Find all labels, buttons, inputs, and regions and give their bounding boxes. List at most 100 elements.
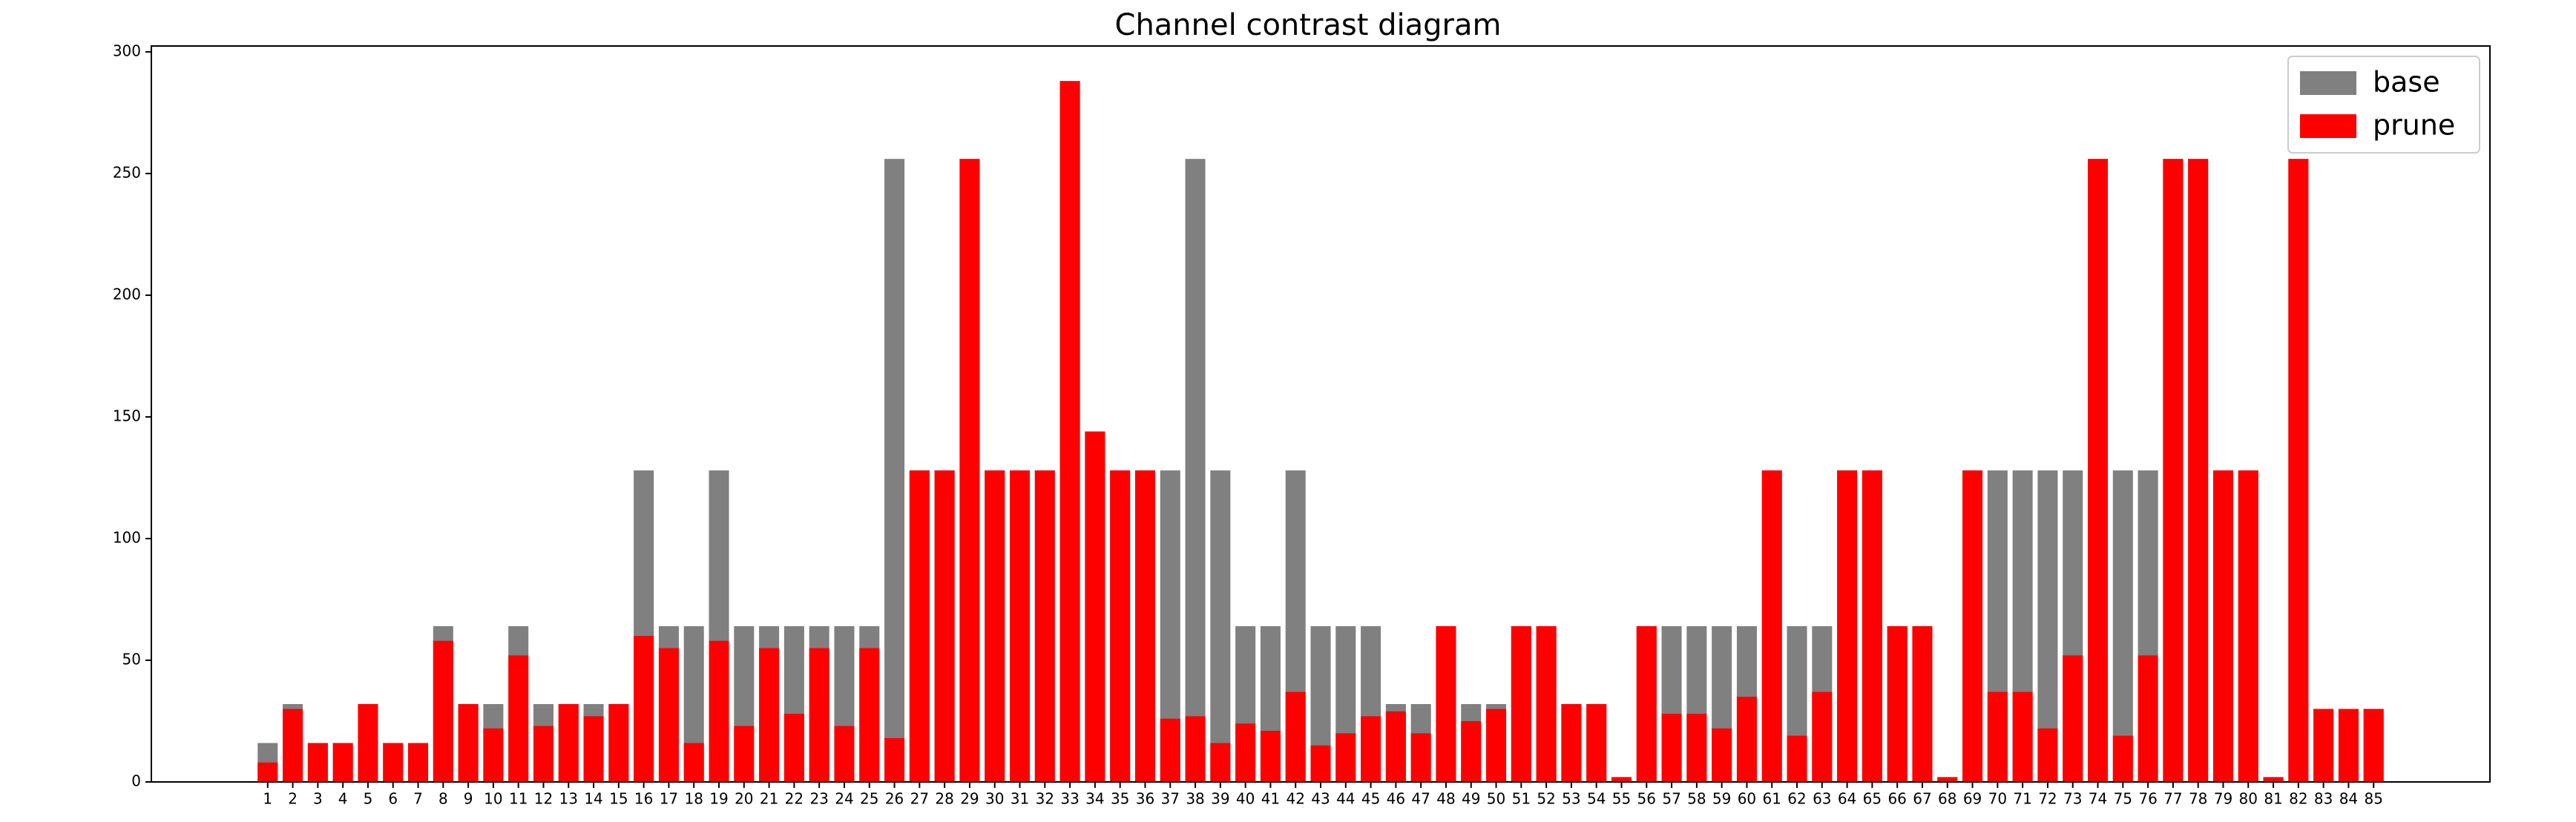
x-tick-label: 46: [1387, 790, 1405, 808]
x-tick-label: 6: [388, 790, 398, 808]
bar: [959, 159, 980, 782]
bar: [1561, 704, 1582, 782]
bar: [1160, 718, 1180, 782]
x-tick-label: 77: [2163, 790, 2182, 808]
bar: [1260, 731, 1281, 782]
bar: [1185, 159, 1206, 782]
legend-label: base: [2373, 66, 2440, 99]
bar: [1536, 626, 1557, 782]
x-tick-label: 20: [735, 790, 753, 808]
bar: [683, 743, 704, 782]
x-tick-label: 65: [1863, 790, 1882, 808]
x-tick-label: 62: [1787, 790, 1806, 808]
bar: [1310, 745, 1331, 782]
bar: [433, 640, 453, 782]
bar: [2012, 691, 2033, 782]
x-tick-label: 37: [1161, 790, 1180, 808]
x-tick-label: 52: [1537, 790, 1555, 808]
x-tick-label: 40: [1236, 790, 1255, 808]
x-tick-label: 19: [709, 790, 728, 808]
x-tick-label: 64: [1838, 790, 1856, 808]
bar: [985, 470, 1005, 782]
bar: [408, 743, 429, 782]
bar: [283, 708, 303, 782]
bar: [1862, 470, 1882, 782]
x-tick-label: 75: [2114, 790, 2132, 808]
legend-swatch: [2300, 71, 2356, 95]
bar: [1134, 470, 1155, 782]
bar: [834, 726, 855, 782]
bar: [508, 655, 529, 782]
x-tick-label: 76: [2138, 790, 2157, 808]
bar: [1185, 716, 1206, 782]
bar: [783, 714, 804, 782]
bar: [759, 648, 780, 782]
x-tick-label: 38: [1186, 790, 1204, 808]
legend: base prune: [2287, 56, 2480, 154]
bar: [2188, 159, 2209, 782]
x-tick-label: 1: [263, 790, 272, 808]
bar: [2087, 159, 2109, 782]
bar: [2163, 159, 2184, 782]
bar: [1686, 714, 1707, 782]
bar: [257, 762, 278, 782]
x-tick-label: 53: [1562, 790, 1580, 808]
bar: [1235, 723, 1256, 782]
x-tick-label: 31: [1011, 790, 1029, 808]
x-tick-label: 78: [2189, 790, 2207, 808]
x-tick-label: 24: [835, 790, 853, 808]
x-tick-label: 18: [685, 790, 703, 808]
y-tick-label: 50: [122, 650, 141, 668]
bar: [1034, 470, 1055, 782]
bar: [1736, 697, 1757, 782]
bar: [2037, 728, 2058, 782]
y-tick-label: 150: [113, 407, 141, 424]
bar: [1461, 720, 1482, 782]
bar: [1611, 777, 1632, 782]
bar: [383, 743, 404, 782]
x-tick-label: 81: [2264, 790, 2282, 808]
x-tick-label: 58: [1687, 790, 1706, 808]
x-tick-label: 28: [935, 790, 953, 808]
bar: [1787, 735, 1807, 782]
x-tick-label: 60: [1738, 790, 1756, 808]
x-tick-label: 80: [2239, 790, 2258, 808]
bar: [1385, 711, 1406, 782]
bar: [2112, 735, 2133, 782]
bar: [332, 743, 353, 782]
bar: [608, 704, 629, 782]
x-tick-label: 69: [1963, 790, 1982, 808]
bar: [2112, 470, 2133, 782]
x-tick-label: 73: [2063, 790, 2082, 808]
x-tick-label: 7: [413, 790, 423, 808]
bar: [458, 704, 479, 782]
bar: [307, 743, 328, 782]
bar: [1410, 733, 1431, 782]
x-tick-label: 26: [885, 790, 904, 808]
bar: [934, 470, 955, 782]
chart-title: Channel contrast diagram: [1115, 8, 1502, 42]
bar: [884, 737, 905, 782]
x-tick-label: 27: [910, 790, 929, 808]
bar: [583, 716, 604, 782]
x-tick-label: 2: [288, 790, 298, 808]
bar: [2212, 470, 2233, 782]
legend-swatch: [2300, 114, 2356, 138]
bar: [2288, 159, 2309, 782]
x-tick-label: 50: [1487, 790, 1505, 808]
bar: [1285, 691, 1306, 782]
bar: [2238, 470, 2258, 782]
x-tick-label: 74: [2089, 790, 2107, 808]
bar: [1661, 714, 1682, 782]
bar: [1335, 733, 1356, 782]
x-tick-label: 3: [313, 790, 323, 808]
bar: [2063, 655, 2083, 782]
x-tick-label: 54: [1587, 790, 1606, 808]
bar: [884, 159, 905, 782]
x-tick-label: 82: [2289, 790, 2307, 808]
bar: [1761, 470, 1782, 782]
x-tick-label: 33: [1060, 790, 1079, 808]
bar: [709, 640, 729, 782]
x-tick-label: 34: [1085, 790, 1104, 808]
bar: [1636, 626, 1657, 782]
